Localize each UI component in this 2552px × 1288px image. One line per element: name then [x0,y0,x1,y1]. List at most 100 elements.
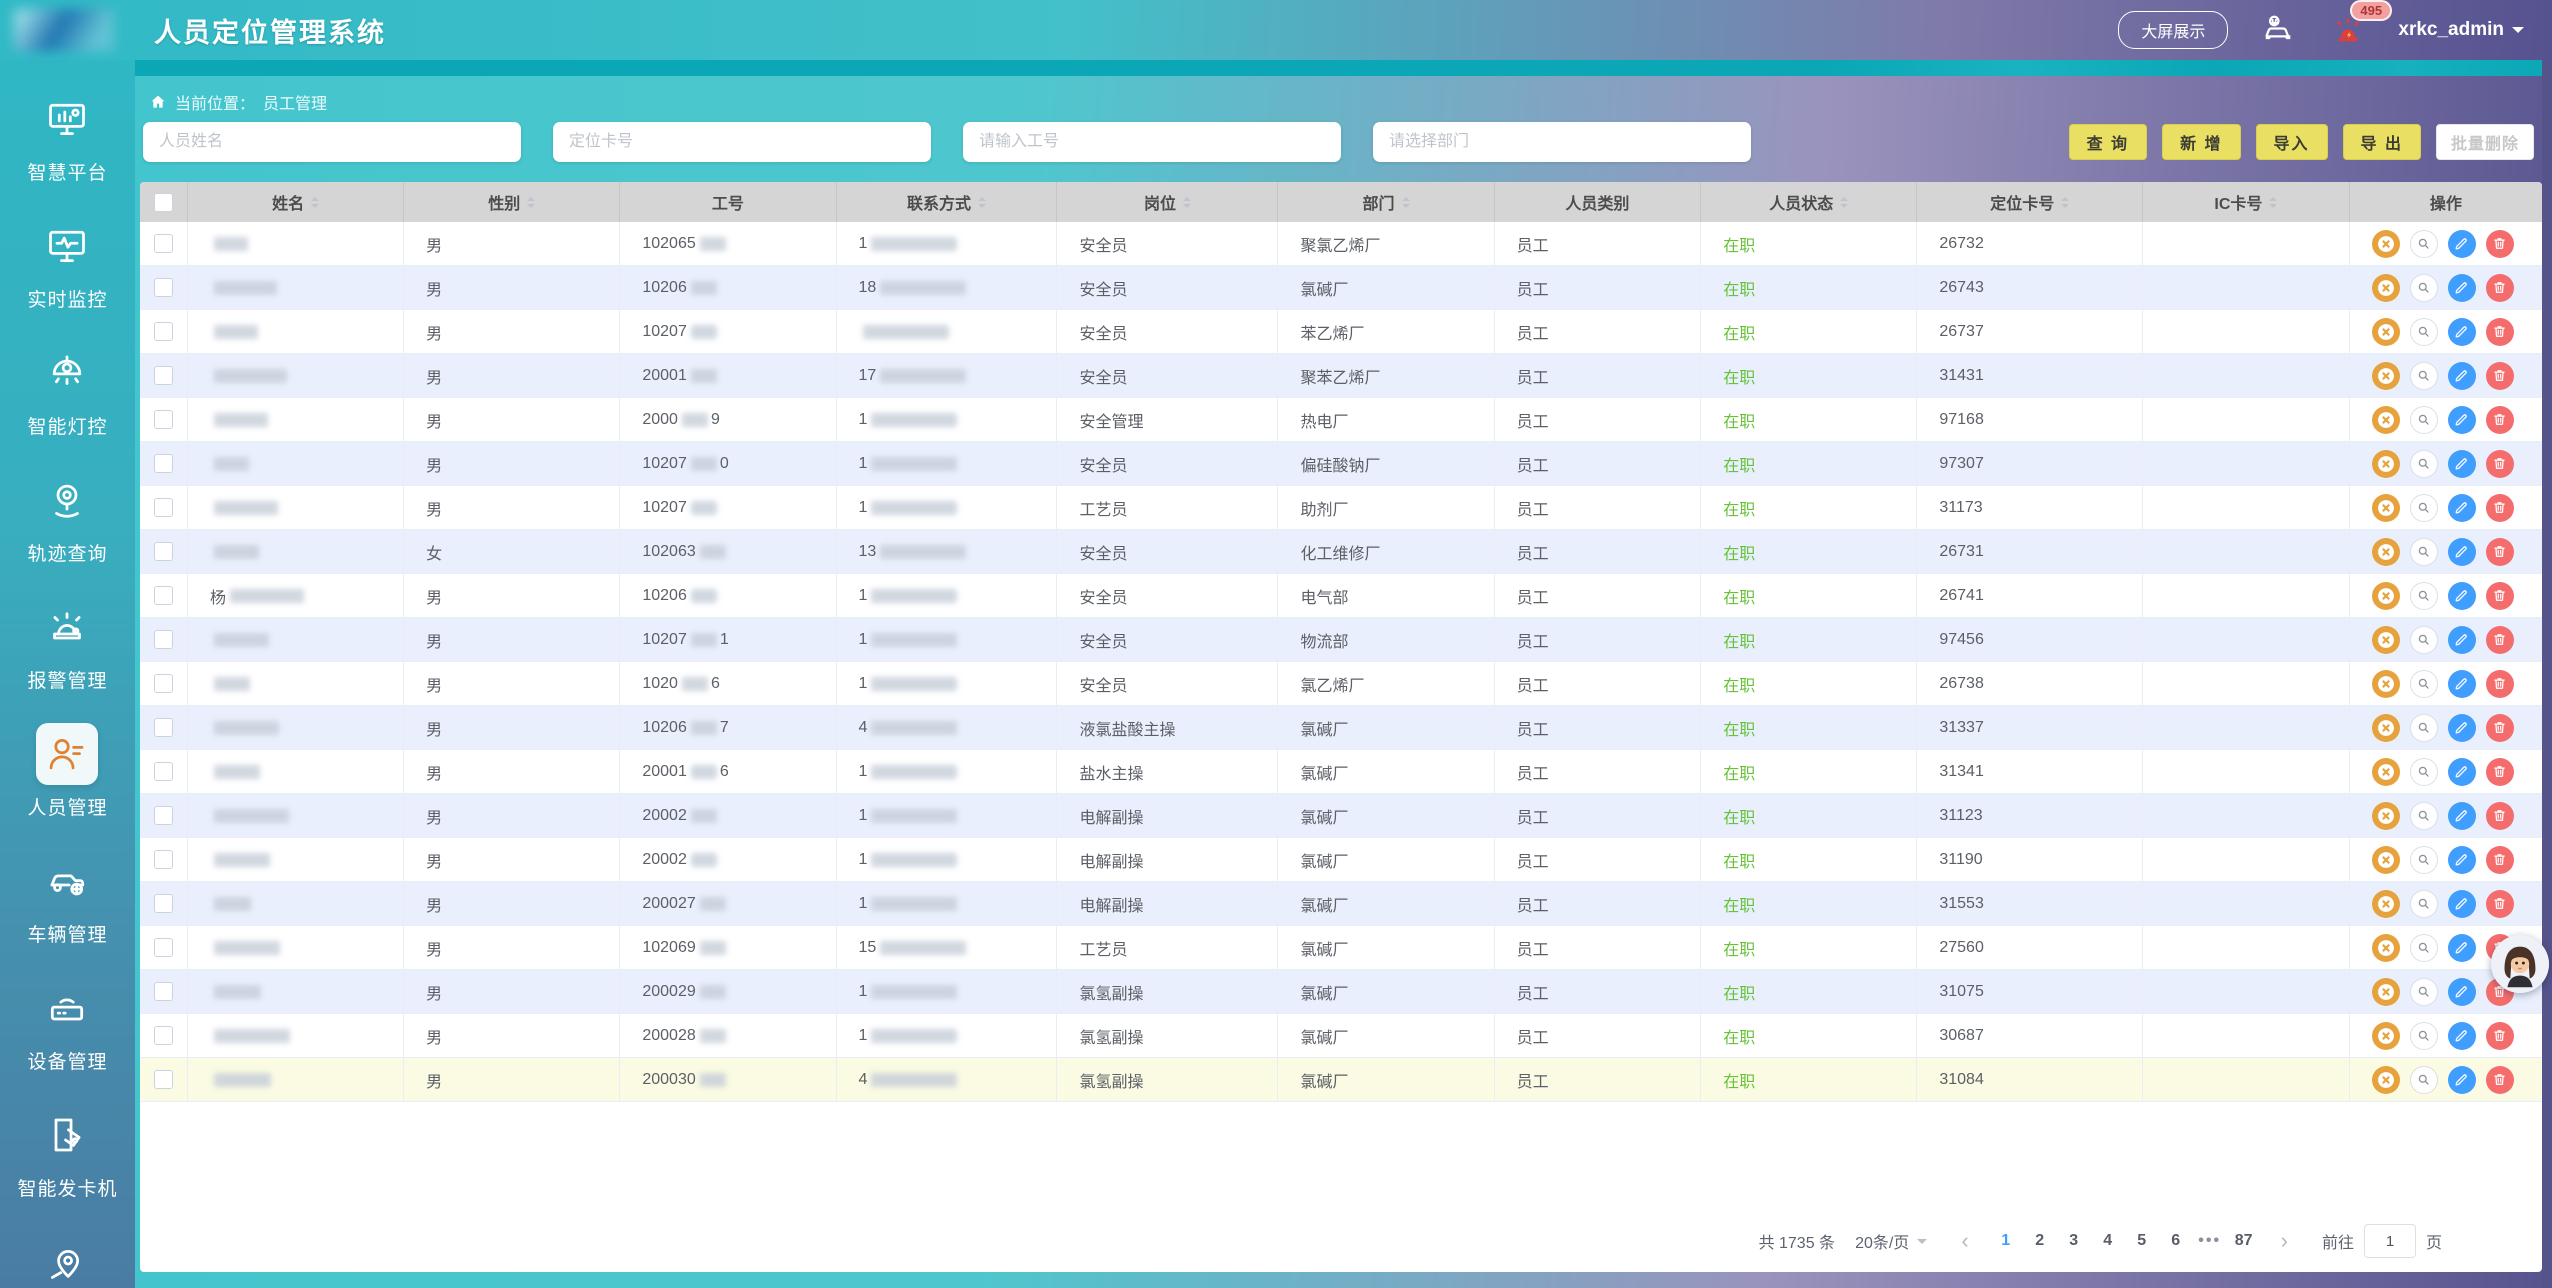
view-button[interactable] [2409,1021,2438,1050]
delete-button[interactable] [2485,537,2514,566]
view-button[interactable] [2409,801,2438,830]
unbind-card-button[interactable] [2371,449,2400,478]
row-checkbox[interactable] [154,850,173,869]
unbind-card-button[interactable] [2371,1021,2400,1050]
edit-button[interactable] [2447,405,2476,434]
export-button[interactable]: 导 出 [2342,124,2421,160]
row-checkbox[interactable] [154,366,173,385]
edit-button[interactable] [2447,933,2476,962]
sidebar-item-smart-platform[interactable]: 智慧平台 [27,88,107,185]
view-button[interactable] [2409,625,2438,654]
view-button[interactable] [2409,273,2438,302]
delete-button[interactable] [2485,889,2514,918]
person-name-input[interactable] [143,122,521,162]
edit-button[interactable] [2447,889,2476,918]
edit-button[interactable] [2447,229,2476,258]
view-button[interactable] [2409,933,2438,962]
delete-button[interactable] [2485,669,2514,698]
unbind-card-button[interactable] [2371,933,2400,962]
delete-button[interactable] [2485,229,2514,258]
view-button[interactable] [2409,537,2438,566]
sidebar-item-card-dispenser[interactable]: 智能发卡机 [17,1104,117,1201]
row-checkbox[interactable] [154,454,173,473]
view-button[interactable] [2409,713,2438,742]
unbind-card-button[interactable] [2371,361,2400,390]
view-button[interactable] [2409,757,2438,786]
sort-caret-icon[interactable] [2061,196,2070,208]
sidebar-item-vehicle-manage[interactable]: 车辆管理 [27,850,107,947]
row-checkbox[interactable] [154,982,173,1001]
row-checkbox[interactable] [154,410,173,429]
sidebar-item-device-manage[interactable]: 设备管理 [27,977,107,1074]
view-button[interactable] [2409,1065,2438,1094]
delete-button[interactable] [2485,493,2514,522]
sidebar-item-personnel-manage[interactable]: 人员管理 [27,723,107,820]
view-button[interactable] [2409,317,2438,346]
row-checkbox[interactable] [154,806,173,825]
edit-button[interactable] [2447,757,2476,786]
row-checkbox[interactable] [154,938,173,957]
edit-button[interactable] [2447,669,2476,698]
sidebar-item-realtime-monitor[interactable]: 实时监控 [27,215,107,312]
page-number-button[interactable]: 87 [2234,1232,2253,1249]
row-checkbox[interactable] [154,542,173,561]
page-number-button[interactable]: 6 [2171,1232,2181,1249]
sort-caret-icon[interactable] [527,196,536,208]
edit-button[interactable] [2447,273,2476,302]
assistant-avatar[interactable] [2491,935,2549,993]
delete-button[interactable] [2485,713,2514,742]
page-number-button[interactable]: 3 [2069,1232,2079,1249]
unbind-card-button[interactable] [2371,977,2400,1006]
edit-button[interactable] [2447,581,2476,610]
prev-page-button[interactable]: ‹ [1961,1228,1969,1253]
row-checkbox[interactable] [154,322,173,341]
delete-button[interactable] [2485,273,2514,302]
alarm-header-icon[interactable]: 495 [2328,0,2393,50]
page-number-button[interactable]: 1 [2001,1232,2011,1249]
edit-button[interactable] [2447,625,2476,654]
sidebar-item-smart-light[interactable]: 智能灯控 [27,342,107,439]
view-button[interactable] [2409,493,2438,522]
sort-caret-icon[interactable] [311,196,320,208]
edit-button[interactable] [2447,317,2476,346]
import-button[interactable]: 导入 [2255,124,2328,160]
sort-caret-icon[interactable] [1182,196,1191,208]
unbind-card-button[interactable] [2371,493,2400,522]
edit-button[interactable] [2447,493,2476,522]
page-size-select[interactable]: 20条/页 [1855,1229,1928,1253]
view-button[interactable] [2409,845,2438,874]
sort-caret-icon[interactable] [978,196,986,208]
edit-button[interactable] [2447,845,2476,874]
row-checkbox[interactable] [154,498,173,517]
delete-button[interactable] [2485,845,2514,874]
employee-no-input[interactable] [963,122,1341,162]
delete-button[interactable] [2485,581,2514,610]
page-number-button[interactable]: 2 [2035,1232,2045,1249]
edit-button[interactable] [2447,537,2476,566]
sidebar-item-track-query[interactable]: 轨迹查询 [27,469,107,566]
delete-button[interactable] [2485,361,2514,390]
edit-button[interactable] [2447,449,2476,478]
view-button[interactable] [2409,405,2438,434]
row-checkbox[interactable] [154,630,173,649]
delete-button[interactable] [2485,317,2514,346]
sort-caret-icon[interactable] [2269,196,2278,208]
row-checkbox[interactable] [154,674,173,693]
unbind-card-button[interactable] [2371,273,2400,302]
unbind-card-button[interactable] [2371,713,2400,742]
row-checkbox[interactable] [154,1070,173,1089]
user-menu[interactable]: xrkc_admin [2398,19,2524,41]
unbind-card-button[interactable] [2371,669,2400,698]
row-checkbox[interactable] [154,234,173,253]
edit-button[interactable] [2447,713,2476,742]
view-button[interactable] [2409,361,2438,390]
more-pages-button[interactable]: ••• [2198,1232,2222,1249]
edit-button[interactable] [2447,1021,2476,1050]
delete-button[interactable] [2485,1065,2514,1094]
view-button[interactable] [2409,449,2438,478]
delete-button[interactable] [2485,449,2514,478]
edit-button[interactable] [2447,977,2476,1006]
big-screen-button[interactable]: 大屏展示 [2118,11,2229,49]
delete-button[interactable] [2485,757,2514,786]
unbind-card-button[interactable] [2371,405,2400,434]
